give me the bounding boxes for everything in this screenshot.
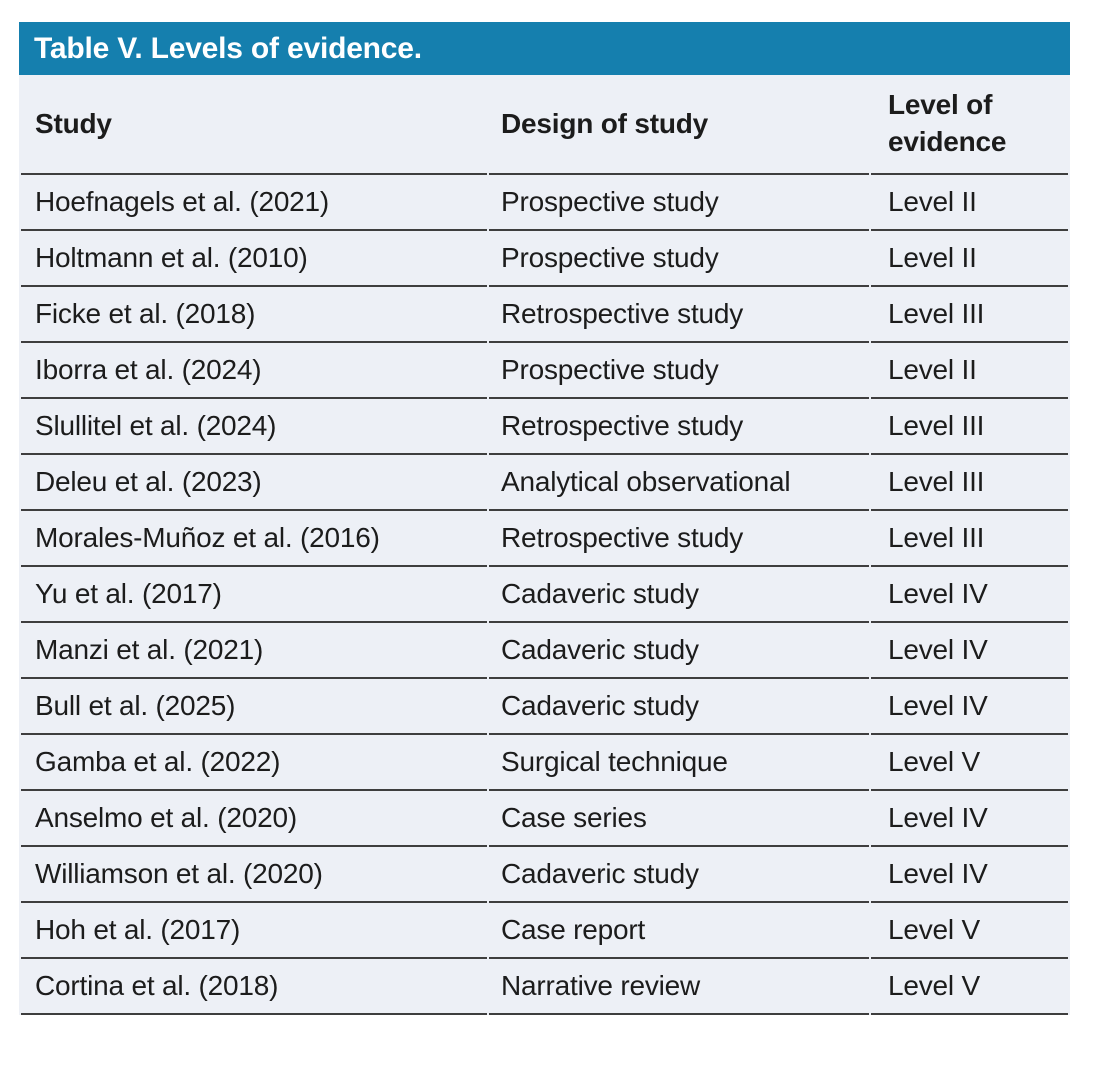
design-cell: Cadaveric study	[489, 567, 869, 623]
design-cell: Cadaveric study	[489, 847, 869, 903]
design-cell: Cadaveric study	[489, 679, 869, 735]
study-cell: Gamba et al. (2022)	[21, 735, 487, 791]
design-cell: Prospective study	[489, 231, 869, 287]
study-cell: Deleu et al. (2023)	[21, 455, 487, 511]
study-cell: Yu et al. (2017)	[21, 567, 487, 623]
study-cell: Slullitel et al. (2024)	[21, 399, 487, 455]
table-row: Morales-Muñoz et al. (2016) Retrospective…	[21, 511, 1068, 567]
table-row: Ficke et al. (2018) Retrospective study Le…	[21, 287, 1068, 343]
study-cell: Iborra et al. (2024)	[21, 343, 487, 399]
table-row: Hoefnagels et al. (2021) Prospective stud…	[21, 175, 1068, 231]
design-cell: Surgical technique	[489, 735, 869, 791]
level-cell: Level V	[871, 903, 1068, 959]
table-row: Bull et al. (2025) Cadaveric study Level I…	[21, 679, 1068, 735]
study-cell: Morales-Muñoz et al. (2016)	[21, 511, 487, 567]
study-cell: Hoefnagels et al. (2021)	[21, 175, 487, 231]
column-header-study: Study	[21, 75, 487, 175]
design-cell: Analytical observational	[489, 455, 869, 511]
level-cell: Level IV	[871, 679, 1068, 735]
level-cell: Level IV	[871, 847, 1068, 903]
study-cell: Holtmann et al. (2010)	[21, 231, 487, 287]
level-cell: Level IV	[871, 567, 1068, 623]
table-row: Anselmo et al. (2020) Case series Level IV	[21, 791, 1068, 847]
table-row: Gamba et al. (2022) Surgical technique Lev…	[21, 735, 1068, 791]
design-cell: Case report	[489, 903, 869, 959]
study-cell: Bull et al. (2025)	[21, 679, 487, 735]
design-cell: Retrospective study	[489, 399, 869, 455]
header-row: Study Design of study Level of evidence	[21, 75, 1068, 175]
table-body: Hoefnagels et al. (2021) Prospective stud…	[21, 175, 1068, 1015]
design-cell: Prospective study	[489, 343, 869, 399]
design-cell: Case series	[489, 791, 869, 847]
study-cell: Cortina et al. (2018)	[21, 959, 487, 1015]
evidence-table-card: Table V. Levels of evidence. Study Desig…	[19, 22, 1070, 1015]
level-cell: Level III	[871, 287, 1068, 343]
level-cell: Level V	[871, 735, 1068, 791]
table-row: Cortina et al. (2018) Narrative review Lev…	[21, 959, 1068, 1015]
table-row: Manzi et al. (2021) Cadaveric study Level …	[21, 623, 1068, 679]
levels-of-evidence-table: Study Design of study Level of evidence …	[19, 75, 1070, 1015]
level-cell: Level III	[871, 511, 1068, 567]
table-row: Williamson et al. (2020) Cadaveric study L…	[21, 847, 1068, 903]
level-cell: Level II	[871, 231, 1068, 287]
table-row: Iborra et al. (2024) Prospective study Lev…	[21, 343, 1068, 399]
table-row: Deleu et al. (2023) Analytical observatio…	[21, 455, 1068, 511]
study-cell: Ficke et al. (2018)	[21, 287, 487, 343]
design-cell: Prospective study	[489, 175, 869, 231]
table-row: Hoh et al. (2017) Case report Level V	[21, 903, 1068, 959]
study-cell: Manzi et al. (2021)	[21, 623, 487, 679]
study-cell: Williamson et al. (2020)	[21, 847, 487, 903]
design-cell: Retrospective study	[489, 511, 869, 567]
level-cell: Level III	[871, 455, 1068, 511]
level-cell: Level III	[871, 399, 1068, 455]
design-cell: Narrative review	[489, 959, 869, 1015]
column-header-level-of-evidence: Level of evidence	[871, 75, 1068, 175]
study-cell: Hoh et al. (2017)	[21, 903, 487, 959]
table-title: Table V. Levels of evidence.	[34, 31, 422, 65]
level-cell: Level IV	[871, 623, 1068, 679]
level-cell: Level V	[871, 959, 1068, 1015]
design-cell: Retrospective study	[489, 287, 869, 343]
column-header-design-of-study: Design of study	[489, 75, 869, 175]
table-row: Holtmann et al. (2010) Prospective study L…	[21, 231, 1068, 287]
level-cell: Level II	[871, 175, 1068, 231]
table-title-bar: Table V. Levels of evidence.	[19, 22, 1070, 75]
table-row: Yu et al. (2017) Cadaveric study Level IV	[21, 567, 1068, 623]
table-row: Slullitel et al. (2024) Retrospective stu…	[21, 399, 1068, 455]
study-cell: Anselmo et al. (2020)	[21, 791, 487, 847]
design-cell: Cadaveric study	[489, 623, 869, 679]
level-cell: Level IV	[871, 791, 1068, 847]
level-cell: Level II	[871, 343, 1068, 399]
